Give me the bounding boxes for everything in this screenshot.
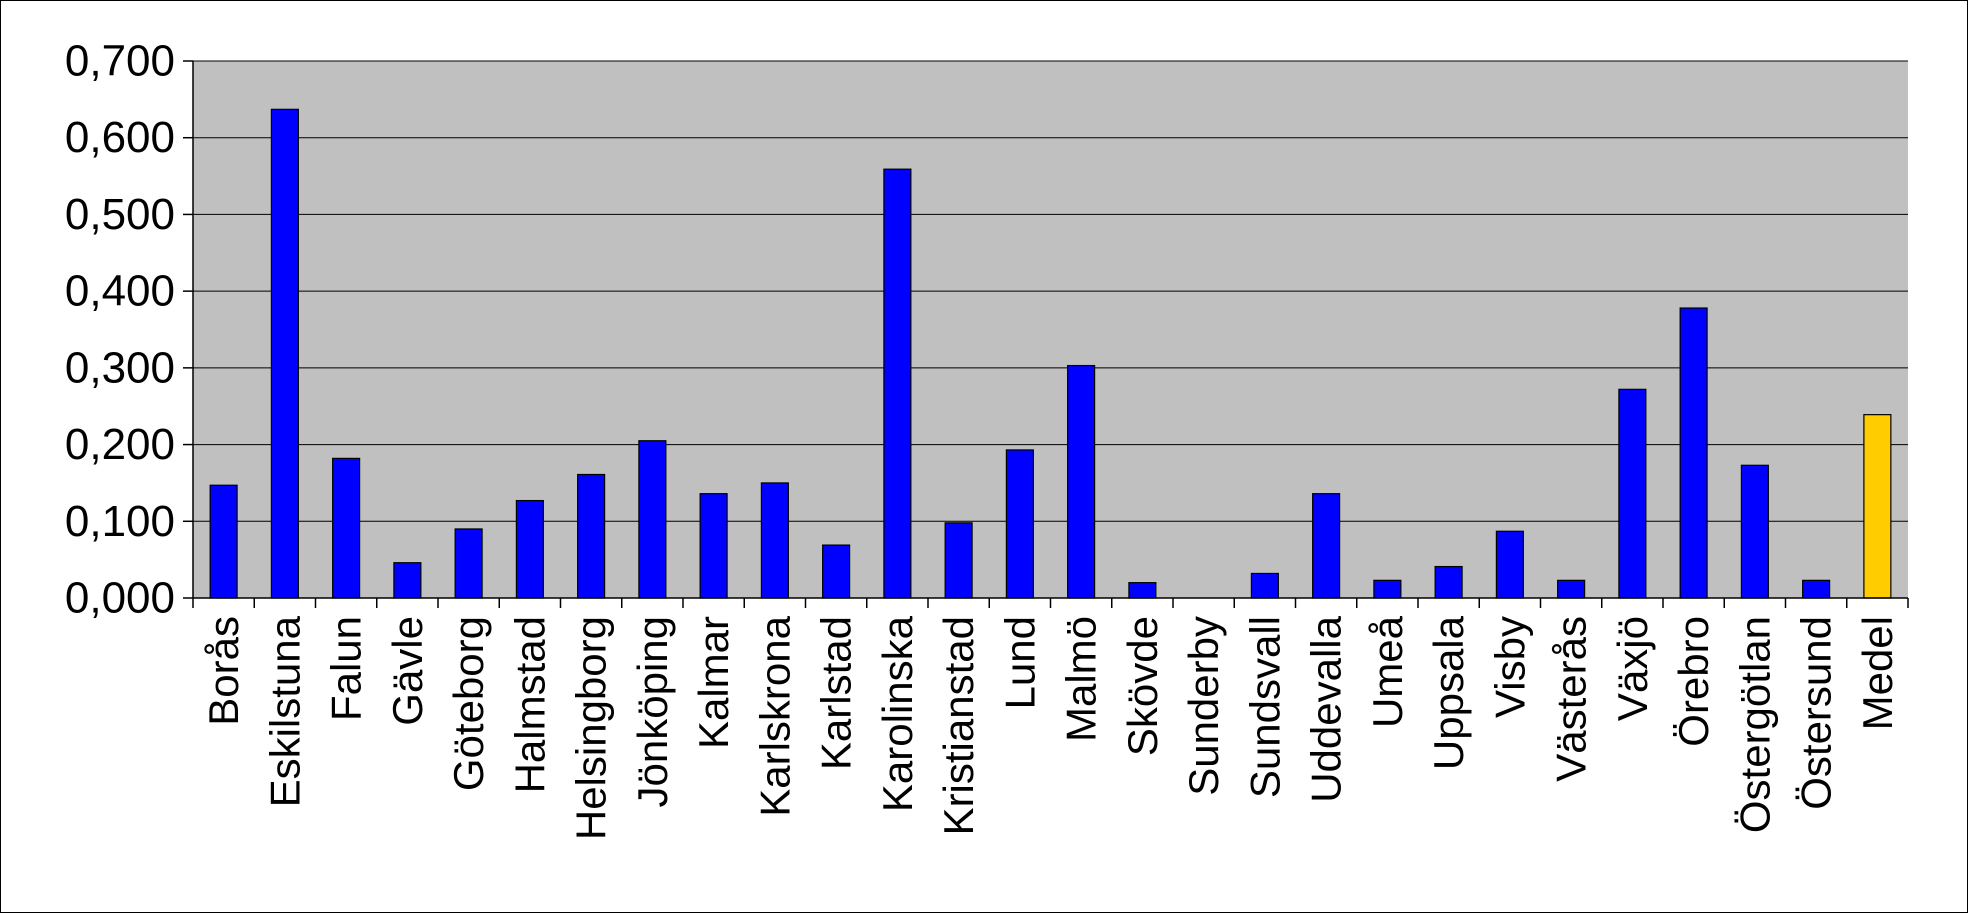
bar-14 — [1005, 449, 1034, 599]
y-tick-label: 0,000 — [65, 574, 175, 623]
bar-22 — [1495, 530, 1524, 599]
bar-2 — [270, 108, 299, 599]
x-tick-label: Gävle — [384, 616, 431, 726]
x-tick-label: Uppsala — [1425, 615, 1472, 770]
plot-background — [193, 61, 1908, 598]
bar-12 — [883, 168, 912, 599]
bar-1 — [209, 484, 238, 599]
bar-3 — [332, 457, 361, 599]
x-tick-label: Lund — [996, 616, 1043, 709]
y-tick-label: 0,700 — [65, 37, 175, 86]
bar-4 — [393, 562, 422, 599]
y-tick-labels: 0,000 0,100 0,200 0,300 0,400 0,500 0,600 0,700 — [65, 37, 175, 623]
x-tick-label: Karlstad — [813, 616, 860, 770]
x-tick-label: Karolinska — [874, 615, 921, 812]
x-tick-label: Skövde — [1119, 616, 1166, 756]
x-tick-label: Eskilstuna — [261, 615, 308, 807]
bar-8 — [638, 440, 667, 599]
x-tick-labels: Borås Eskilstuna Falun Gävle Göteborg Halmsta… — [200, 615, 1901, 840]
bar-28 — [1863, 414, 1892, 599]
bar-15 — [1067, 364, 1096, 599]
y-tick-label: 0,300 — [65, 343, 175, 392]
x-tick-label: Medel — [1854, 616, 1901, 730]
y-tick-label: 0,100 — [65, 497, 175, 546]
y-tick-label: 0,500 — [65, 190, 175, 239]
x-tick-label: Kristianstad — [935, 616, 982, 835]
x-tick-label: Uddevalla — [1303, 615, 1350, 802]
bar-19 — [1312, 493, 1341, 599]
bars — [209, 108, 1892, 599]
x-tick-label: Umeå — [1364, 615, 1411, 728]
x-tick-label: Östergötlan — [1731, 616, 1778, 833]
x-tick-label: Kalmar — [690, 616, 737, 749]
bar-11 — [822, 544, 851, 599]
bar-23 — [1557, 579, 1586, 599]
x-tick-label: Helsingborg — [568, 616, 615, 840]
x-tick-label: Malmö — [1058, 616, 1105, 742]
x-tick-label: Falun — [323, 616, 370, 721]
bar-18 — [1250, 572, 1279, 599]
bar-25 — [1679, 307, 1708, 599]
bar-24 — [1618, 388, 1647, 599]
x-tick-label: Göteborg — [445, 616, 492, 791]
bar-7 — [577, 473, 606, 599]
bar-26 — [1740, 464, 1769, 599]
x-tick-label: Sundsvall — [1241, 616, 1288, 798]
x-tick-label: Borås — [200, 616, 247, 726]
bar-21 — [1434, 565, 1463, 599]
axes — [183, 60, 1909, 608]
x-tick-label: Halmstad — [506, 616, 553, 793]
y-tick-label: 0,200 — [65, 420, 175, 469]
bar-10 — [760, 482, 789, 599]
bar-16 — [1128, 582, 1157, 599]
x-tick-label: Östersund — [1793, 616, 1840, 810]
y-tick-label: 0,600 — [65, 113, 175, 162]
bar-20 — [1373, 579, 1402, 599]
bar-9 — [699, 493, 728, 599]
y-tick-label: 0,400 — [65, 267, 175, 316]
x-tick-label: Karlskrona — [751, 615, 798, 816]
x-tick-label: Växjö — [1609, 616, 1656, 721]
x-tick-label: Jönköping — [629, 616, 676, 807]
x-tick-label: Örebro — [1670, 616, 1717, 747]
bar-13 — [944, 522, 973, 599]
bar-5 — [454, 528, 483, 599]
x-tick-label: Sunderby — [1180, 616, 1227, 796]
bar-6 — [515, 499, 544, 599]
x-tick-label: Västerås — [1548, 616, 1595, 782]
plot-area — [193, 61, 1908, 598]
bar-27 — [1802, 579, 1831, 599]
x-tick-label: Visby — [1486, 616, 1533, 718]
